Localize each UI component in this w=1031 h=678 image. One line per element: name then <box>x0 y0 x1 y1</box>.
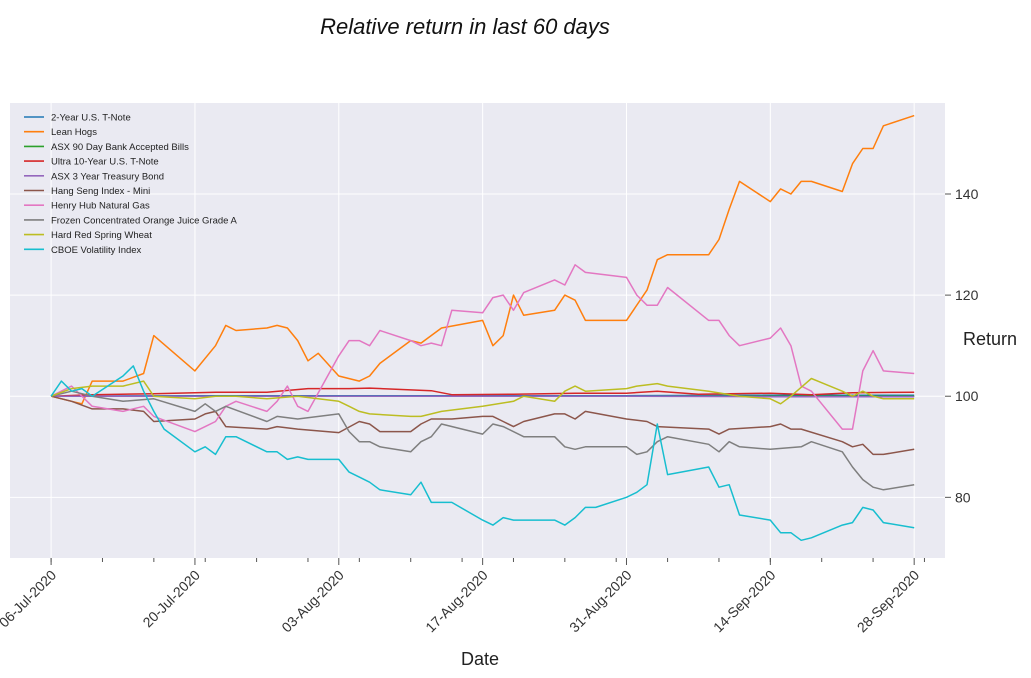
legend-label-cboe-volatility-index: CBOE Volatility Index <box>51 245 142 256</box>
grid-lines <box>10 103 945 558</box>
chart-title: Relative return in last 60 days <box>320 14 610 39</box>
x-axis: 06-Jul-2020 20-Jul-2020 03-Aug-2020 17-Aug-… <box>0 558 925 636</box>
legend-label-asx-90-day-bank-accepted-bills: ASX 90 Day Bank Accepted Bills <box>51 142 189 153</box>
y-axis: 80 100 120 140 <box>945 186 979 505</box>
x-tick-label: 31-Aug-2020 <box>566 567 635 636</box>
y-axis-label: Return <box>963 329 1017 349</box>
legend-label-frozen-concentrated-orange-juice-grade-a: Frozen Concentrated Orange Juice Grade A <box>51 215 238 226</box>
legend-label-2-year-u-s-t-note: 2-Year U.S. T-Note <box>51 113 131 124</box>
series-line-hang-seng-index-mini <box>50 395 915 456</box>
series-line-frozen-concentrated-orange-juice-grade-a <box>50 390 915 491</box>
plot-area <box>10 103 945 558</box>
y-tick-label: 80 <box>955 489 971 505</box>
series-line-ultra-10-year-u-s-t-note <box>51 387 915 397</box>
legend: 2-Year U.S. T-Note Lean Hogs ASX 90 Day Ba… <box>24 113 238 256</box>
legend-label-henry-hub-natural-gas: Henry Hub Natural Gas <box>51 201 150 212</box>
series-line-asx-3-year-treasury-bond <box>51 395 915 398</box>
legend-label-ultra-10-year-u-s-t-note: Ultra 10-Year U.S. T-Note <box>51 157 159 168</box>
x-tick-label: 17-Aug-2020 <box>422 567 491 636</box>
x-tick-label: 14-Sep-2020 <box>710 567 779 636</box>
y-tick-label: 100 <box>955 388 979 404</box>
x-tick-label: 06-Jul-2020 <box>0 567 59 631</box>
legend-label-hard-red-spring-wheat: Hard Red Spring Wheat <box>51 230 152 241</box>
series-line-hard-red-spring-wheat <box>50 377 915 418</box>
y-tick-label: 140 <box>955 186 979 202</box>
legend-label-hang-seng-index-mini: Hang Seng Index - Mini <box>51 186 150 197</box>
series-lines <box>50 114 915 542</box>
series-line-lean-hogs <box>50 114 915 405</box>
x-tick-label: 03-Aug-2020 <box>278 567 347 636</box>
legend-label-lean-hogs: Lean Hogs <box>51 127 97 138</box>
x-axis-label: Date <box>461 649 499 669</box>
x-tick-label: 28-Sep-2020 <box>854 567 923 636</box>
y-tick-label: 120 <box>955 287 979 303</box>
legend-label-asx-3-year-treasury-bond: ASX 3 Year Treasury Bond <box>51 171 164 182</box>
series-line-cboe-volatility-index <box>50 365 915 542</box>
x-tick-label: 20-Jul-2020 <box>139 567 203 631</box>
